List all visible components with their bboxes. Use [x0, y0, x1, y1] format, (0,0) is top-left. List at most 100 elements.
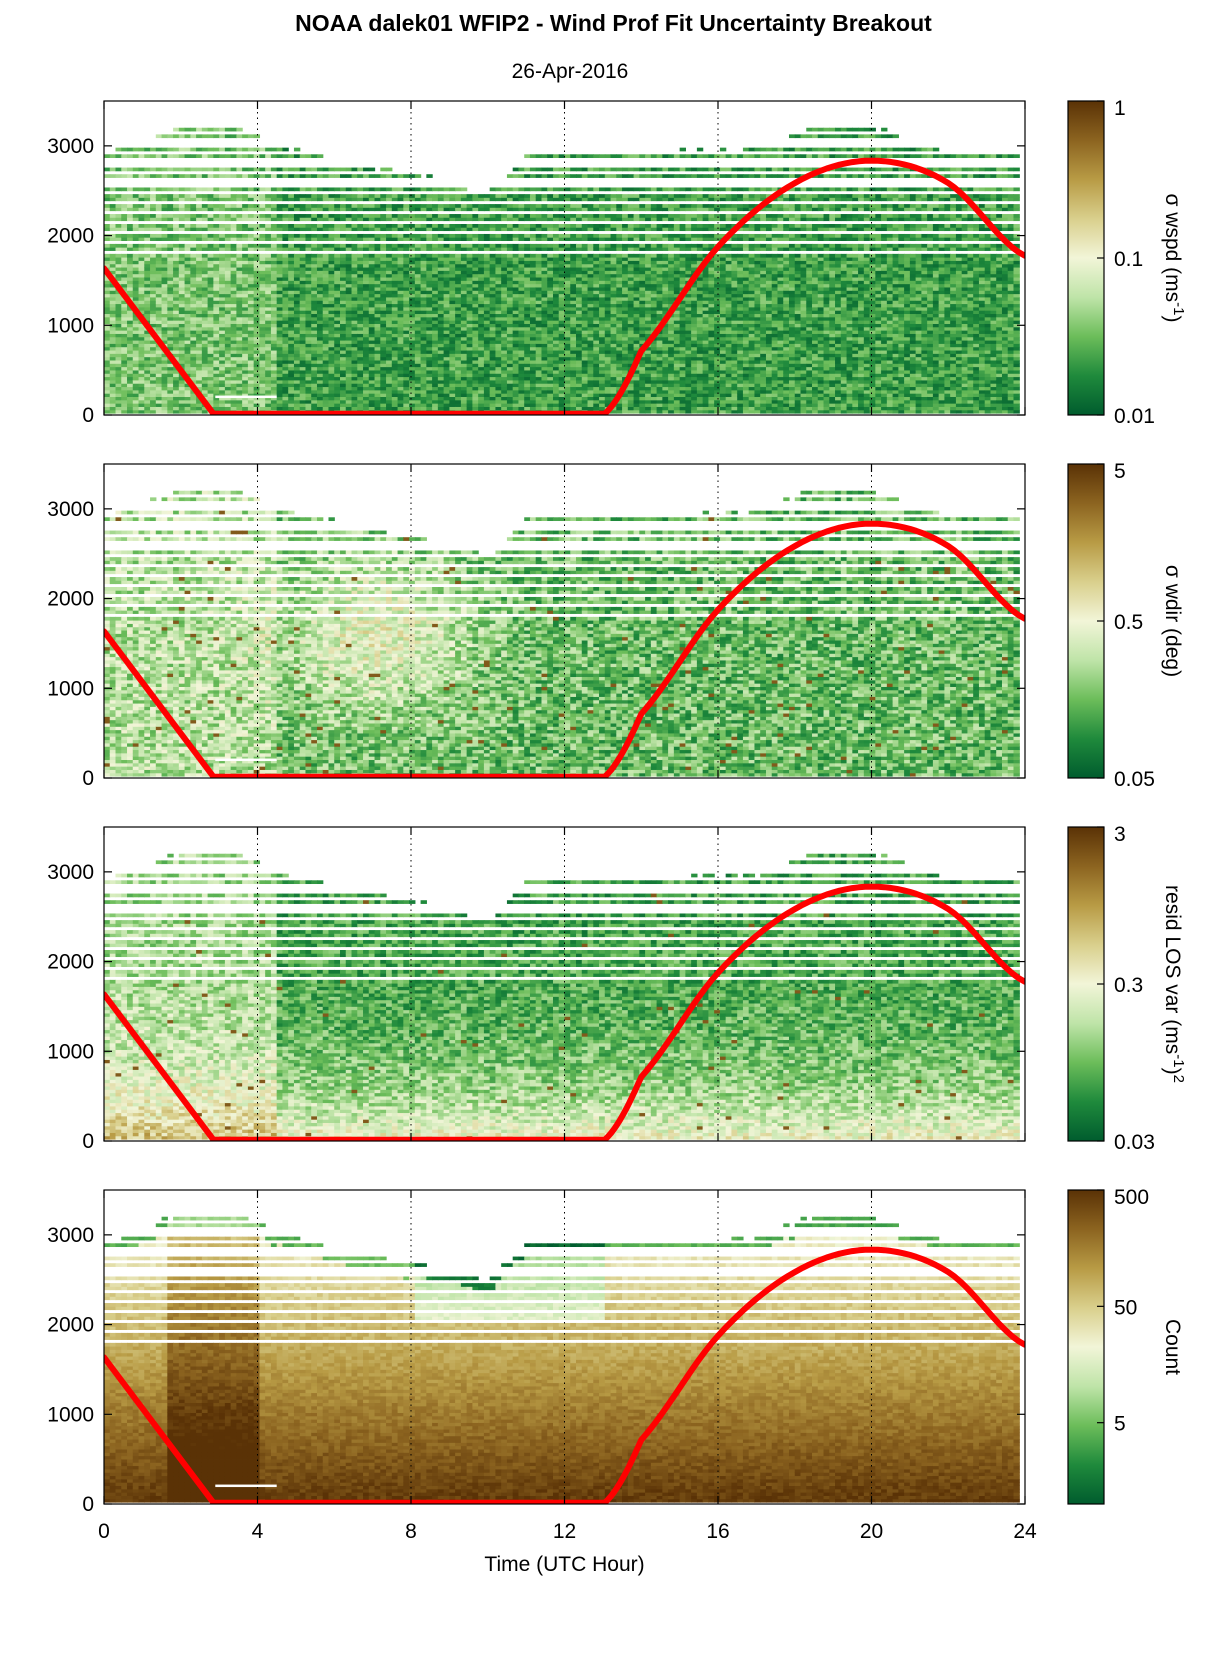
heatmap-cell [541, 353, 548, 358]
heatmap-cell [104, 376, 111, 381]
heatmap-cell [460, 277, 468, 281]
heatmap-cell [127, 320, 134, 324]
heatmap-cell [219, 386, 226, 391]
heatmap-cell [311, 316, 318, 321]
heatmap-cell [449, 356, 456, 361]
heatmap-cell [541, 297, 548, 301]
heatmap-cell [155, 147, 163, 152]
heatmap-cell [489, 207, 497, 212]
heatmap-cell [121, 306, 128, 311]
heatmap-cell [150, 194, 157, 198]
heatmap-cell [230, 260, 237, 265]
heatmap-cell [282, 204, 289, 208]
heatmap-cell [115, 194, 122, 198]
heatmap-cell [541, 267, 548, 271]
heatmap-cell [190, 187, 197, 192]
heatmap-cell [443, 393, 450, 398]
heatmap-cell [178, 293, 186, 298]
heatmap-cell [478, 214, 485, 218]
heatmap-cell [316, 353, 324, 358]
heatmap-cell [363, 237, 370, 241]
heatmap-cell [207, 214, 214, 218]
heatmap-cell [380, 283, 387, 288]
heatmap-cell [403, 283, 410, 288]
heatmap-cell [328, 243, 335, 248]
heatmap-cell [293, 336, 301, 341]
heatmap-cell [224, 370, 232, 374]
heatmap-cell [311, 356, 318, 361]
heatmap-cell [224, 167, 232, 172]
heatmap-cell [351, 353, 358, 358]
heatmap-cell [535, 303, 543, 308]
heatmap-cell [184, 280, 191, 285]
heatmap-cell [282, 396, 289, 401]
heatmap-cell [155, 134, 163, 139]
heatmap-cell [115, 267, 122, 271]
heatmap-cell [455, 353, 462, 358]
heatmap-cell [138, 297, 145, 301]
heatmap-cell [420, 297, 427, 301]
heatmap-cell [109, 350, 117, 354]
heatmap-cell [547, 267, 554, 271]
heatmap-cell [483, 316, 491, 321]
heatmap-cell [512, 303, 520, 308]
heatmap-cell [184, 356, 191, 361]
heatmap-cell [247, 204, 255, 208]
heatmap-cell [535, 283, 543, 288]
heatmap-cell [242, 333, 249, 338]
heatmap-cell [144, 380, 151, 384]
heatmap-cell [449, 399, 456, 404]
heatmap-cell [184, 320, 191, 324]
heatmap-cell [132, 207, 140, 212]
heatmap-cell [374, 373, 381, 378]
heatmap-cell [506, 217, 514, 222]
heatmap-cell [334, 204, 341, 208]
heatmap-cell [150, 303, 157, 308]
heatmap-cell [397, 300, 404, 305]
heatmap-cell [374, 287, 381, 291]
heatmap-cell [224, 313, 232, 318]
heatmap-cell [201, 346, 209, 351]
heatmap-cell [299, 300, 307, 305]
heatmap-cell [121, 197, 128, 202]
heatmap-cell [299, 316, 307, 321]
heatmap-cell [512, 346, 520, 351]
heatmap-cell [518, 360, 525, 364]
heatmap-cell [247, 277, 255, 281]
heatmap-cell [144, 346, 151, 351]
heatmap-cell [466, 237, 473, 241]
heatmap-cell [409, 403, 416, 407]
heatmap-cell [432, 396, 439, 401]
heatmap-cell [161, 316, 168, 321]
heatmap-cell [535, 224, 543, 228]
heatmap-cell [155, 366, 163, 371]
heatmap-cell [512, 310, 520, 315]
heatmap-cell [460, 346, 468, 351]
heatmap-cell [518, 383, 525, 388]
heatmap-cell [150, 283, 157, 288]
heatmap-cell [236, 253, 243, 258]
heatmap-cell [299, 306, 307, 311]
heatmap-cell [397, 393, 404, 398]
heatmap-cell [138, 270, 145, 275]
heatmap-cell [524, 366, 531, 371]
heatmap-cell [535, 293, 543, 298]
heatmap-cell [190, 273, 197, 278]
heatmap-cell [293, 260, 301, 265]
heatmap-cell [518, 263, 525, 268]
heatmap-cell [363, 386, 370, 391]
heatmap-cell [357, 247, 364, 251]
heatmap-cell [512, 340, 520, 344]
heatmap-cell [334, 290, 341, 295]
heatmap-cell [155, 237, 163, 241]
heatmap-cell [201, 270, 209, 275]
heatmap-cell [178, 287, 186, 291]
heatmap-cell [403, 194, 410, 198]
heatmap-cell [299, 174, 307, 178]
heatmap-cell [288, 300, 295, 305]
heatmap-cell [127, 154, 134, 159]
heatmap-cell [414, 233, 422, 238]
heatmap-cell [403, 237, 410, 241]
heatmap-cell [506, 386, 514, 391]
heatmap-cell [547, 174, 554, 178]
